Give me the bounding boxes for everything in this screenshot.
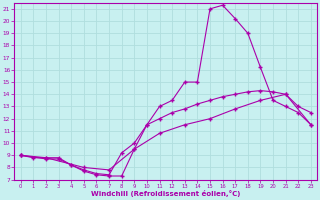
X-axis label: Windchill (Refroidissement éolien,°C): Windchill (Refroidissement éolien,°C)	[91, 190, 241, 197]
